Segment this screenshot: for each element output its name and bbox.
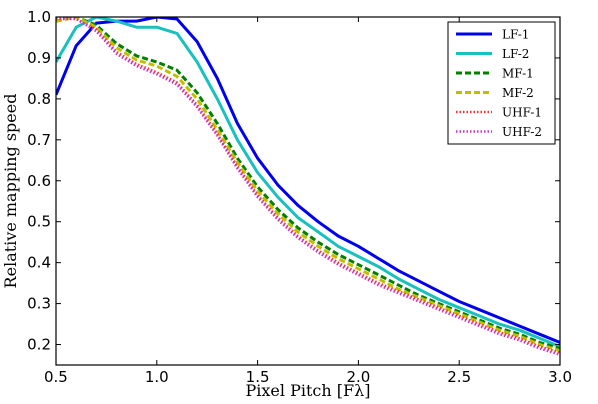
- y-tick-label: 0.3: [27, 295, 51, 313]
- ticks-layer: 0.5 1.0 1.5 2.0 2.5 3.0 0.2 0.3 0.4 0.5 0.6 0.7 0.8 0…: [27, 8, 572, 386]
- plot-frame: [55, 16, 561, 366]
- legend-label-uhf-2: UHF-2: [502, 125, 542, 139]
- x-tick-label: 1.5: [246, 368, 270, 386]
- legend-frame: [447, 21, 556, 145]
- y-tick-label: 0.4: [27, 254, 51, 272]
- series-layer: [56, 17, 560, 356]
- x-tick-label: 2.0: [346, 368, 370, 386]
- series-line-uhf-1: [56, 17, 560, 354]
- legend-label-lf-1: LF-1: [502, 28, 529, 42]
- y-tick-label: 0.5: [27, 213, 51, 231]
- series-line-uhf-2: [56, 17, 560, 356]
- y-tick-label: 0.7: [27, 131, 51, 149]
- series-line-lf-2: [56, 17, 560, 348]
- y-tick-label: 1.0: [27, 8, 51, 26]
- legend-label-mf-2: MF-2: [502, 86, 534, 100]
- y-tick-label: 0.8: [27, 90, 51, 108]
- y-tick-label: 0.6: [27, 172, 51, 190]
- x-tick-label: 0.5: [44, 368, 68, 386]
- y-axis-title: Relative mapping speed: [1, 94, 20, 289]
- x-tick-label: 2.5: [447, 368, 471, 386]
- x-axis-title: Pixel Pitch [Fλ]: [246, 381, 371, 400]
- y-tick-label: 0.9: [27, 49, 51, 67]
- y-tick-label: 0.2: [27, 336, 51, 354]
- x-tick-label: 3.0: [548, 368, 572, 386]
- x-tick-label: 1.0: [145, 368, 169, 386]
- series-line-lf-1: [56, 17, 560, 344]
- legend-label-lf-2: LF-2: [502, 47, 529, 61]
- legend: LF-1 LF-2 MF-1 MF-2 UHF-1 UHF-2: [447, 21, 556, 145]
- legend-label-mf-1: MF-1: [502, 67, 534, 81]
- series-line-mf-2: [56, 17, 560, 353]
- legend-label-uhf-1: UHF-1: [502, 106, 542, 120]
- series-line-mf-1: [56, 17, 560, 351]
